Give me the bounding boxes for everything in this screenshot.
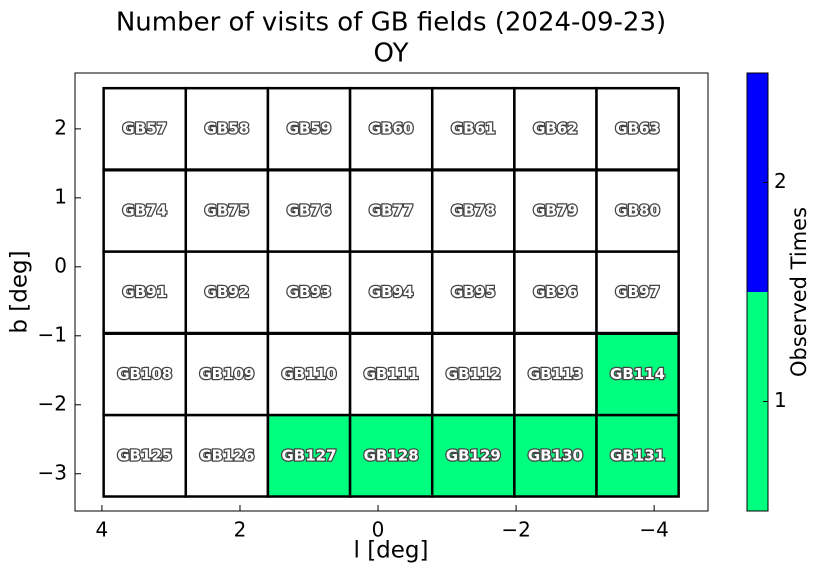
field-label: GB93	[287, 283, 332, 301]
field-label: GB131	[610, 446, 665, 464]
colorbar-segment	[747, 73, 768, 292]
field-label: GB58	[205, 119, 250, 137]
field-label: GB111	[364, 365, 419, 383]
field-label: GB80	[615, 201, 660, 219]
field-label: GB91	[122, 283, 167, 301]
field-cell	[513, 332, 598, 417]
x-tick-label: 4	[96, 518, 109, 542]
y-tick-label: 2	[54, 115, 67, 139]
y-tick-label: 0	[54, 253, 67, 277]
y-tick-label: −1	[38, 322, 67, 346]
field-label: GB113	[528, 365, 583, 383]
field-cell	[430, 250, 516, 335]
field-label: GB92	[205, 283, 250, 301]
field-cell	[102, 169, 188, 253]
x-tick-label: 2	[234, 518, 247, 542]
field-label: GB59	[287, 119, 332, 137]
field-label: GB76	[287, 201, 332, 219]
field-cell	[102, 413, 188, 498]
y-tick-label: −2	[38, 391, 67, 415]
field-cell	[266, 250, 352, 335]
x-tick-label: −4	[639, 518, 668, 542]
field-label: GB61	[451, 119, 496, 137]
field-cell	[595, 169, 680, 253]
y-tick-label: −3	[38, 460, 67, 484]
field-cell	[595, 413, 680, 498]
colorbar-tick-label: 2	[774, 169, 787, 193]
field-label: GB60	[369, 119, 414, 137]
field-label: GB63	[615, 119, 660, 137]
field-cell	[184, 250, 270, 335]
field-label: GB96	[533, 283, 578, 301]
colorbar-frame	[746, 72, 769, 512]
field-cell	[513, 250, 598, 335]
field-cell	[102, 332, 188, 417]
field-label: GB75	[205, 201, 250, 219]
x-axis-label: l [deg]	[354, 538, 429, 564]
plot-frame	[74, 72, 709, 512]
field-cell	[184, 332, 270, 417]
field-label: GB108	[117, 365, 172, 383]
field-label: GB112	[446, 365, 501, 383]
field-label: GB74	[122, 201, 167, 219]
colorbar-label: Observed Times	[787, 207, 811, 377]
field-label: GB126	[199, 446, 254, 464]
field-cell	[513, 86, 598, 171]
field-label: GB114	[610, 365, 665, 383]
colorbar-tick-label: 1	[774, 388, 787, 412]
chart-subtitle: OY	[374, 39, 409, 69]
field-label: GB79	[533, 201, 578, 219]
field-cell	[266, 169, 352, 253]
field-label: GB94	[369, 283, 414, 301]
field-cell	[513, 413, 598, 498]
field-label: GB129	[446, 446, 501, 464]
field-label: GB77	[369, 201, 414, 219]
colorbar-segment	[747, 292, 768, 511]
field-cell	[430, 169, 516, 253]
y-tick-label: 1	[54, 184, 67, 208]
x-tick-label: −2	[501, 518, 530, 542]
field-label: GB78	[451, 201, 496, 219]
chart-title: Number of visits of GB fields (2024-09-2…	[116, 8, 666, 38]
x-tick-label: 0	[372, 518, 385, 542]
field-label: GB125	[117, 446, 172, 464]
field-label: GB128	[364, 446, 419, 464]
field-cell	[266, 413, 352, 498]
field-label: GB62	[533, 119, 578, 137]
field-label: GB95	[451, 283, 496, 301]
field-label: GB127	[281, 446, 336, 464]
field-cell	[184, 86, 270, 171]
field-label: GB110	[281, 365, 336, 383]
field-cell	[595, 250, 680, 335]
field-cell	[102, 86, 188, 171]
field-label: GB109	[199, 365, 254, 383]
field-label: GB57	[122, 119, 167, 137]
field-label: GB97	[615, 283, 660, 301]
field-label: GB130	[528, 446, 583, 464]
y-axis-label: b [deg]	[7, 250, 33, 333]
